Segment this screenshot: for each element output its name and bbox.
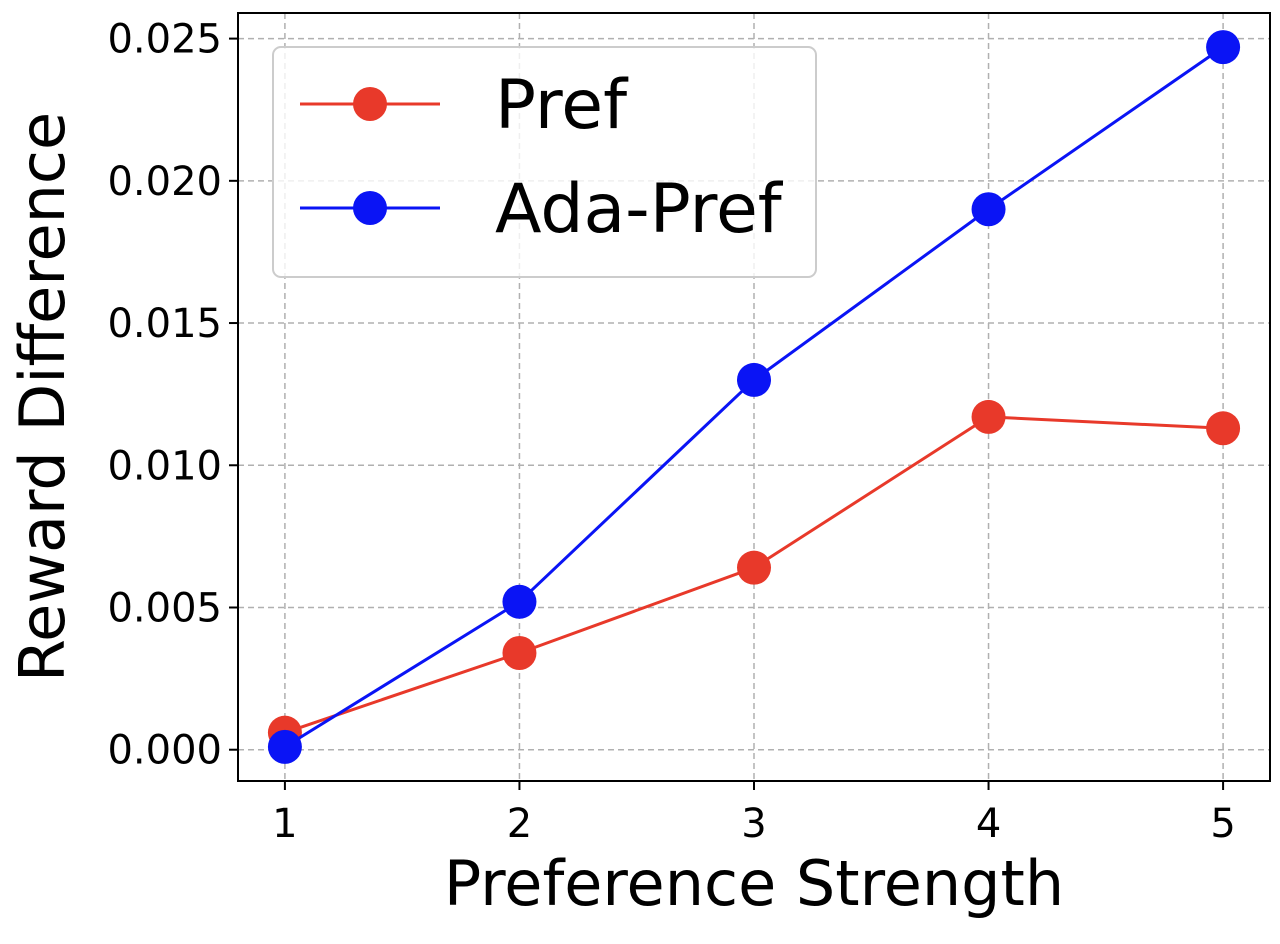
x-tick-label: 2 — [507, 801, 532, 847]
y-tick-label: 0.005 — [107, 585, 222, 631]
data-point-ada-pref — [737, 362, 771, 397]
data-point-pref — [737, 550, 771, 585]
data-point-pref — [971, 399, 1006, 434]
legend-label-ada-pref: Ada-Pref — [495, 170, 784, 249]
legend-marker-ada-pref — [353, 191, 387, 225]
data-point-ada-pref — [971, 192, 1006, 227]
x-tick-label: 4 — [976, 801, 1001, 847]
data-point-pref — [502, 636, 537, 670]
x-tick-label: 1 — [272, 801, 297, 847]
legend-label-pref: Pref — [495, 66, 629, 145]
data-point-ada-pref — [1206, 30, 1241, 65]
x-axis-label: Preference Strength — [444, 847, 1064, 920]
y-tick-label: 0.010 — [107, 443, 222, 489]
y-axis-label: Reward Difference — [6, 112, 79, 682]
y-tick-label: 0.025 — [107, 17, 222, 63]
x-tick-label: 3 — [741, 801, 766, 847]
ticks-layer: 1 2 3 4 5 0.000 0.005 0.010 0.015 0.020 0.025 — [107, 17, 1235, 847]
y-tick-label: 0.000 — [107, 728, 222, 774]
series-layer — [267, 30, 1241, 764]
data-point-ada-pref — [267, 729, 302, 764]
legend: Pref Ada-Pref — [272, 46, 817, 278]
legend-marker-pref — [353, 87, 387, 121]
y-tick-label: 0.015 — [107, 301, 222, 347]
data-point-ada-pref — [502, 584, 537, 619]
y-tick-label: 0.020 — [107, 159, 222, 205]
data-point-pref — [1206, 411, 1241, 446]
x-tick-label: 5 — [1210, 801, 1235, 847]
